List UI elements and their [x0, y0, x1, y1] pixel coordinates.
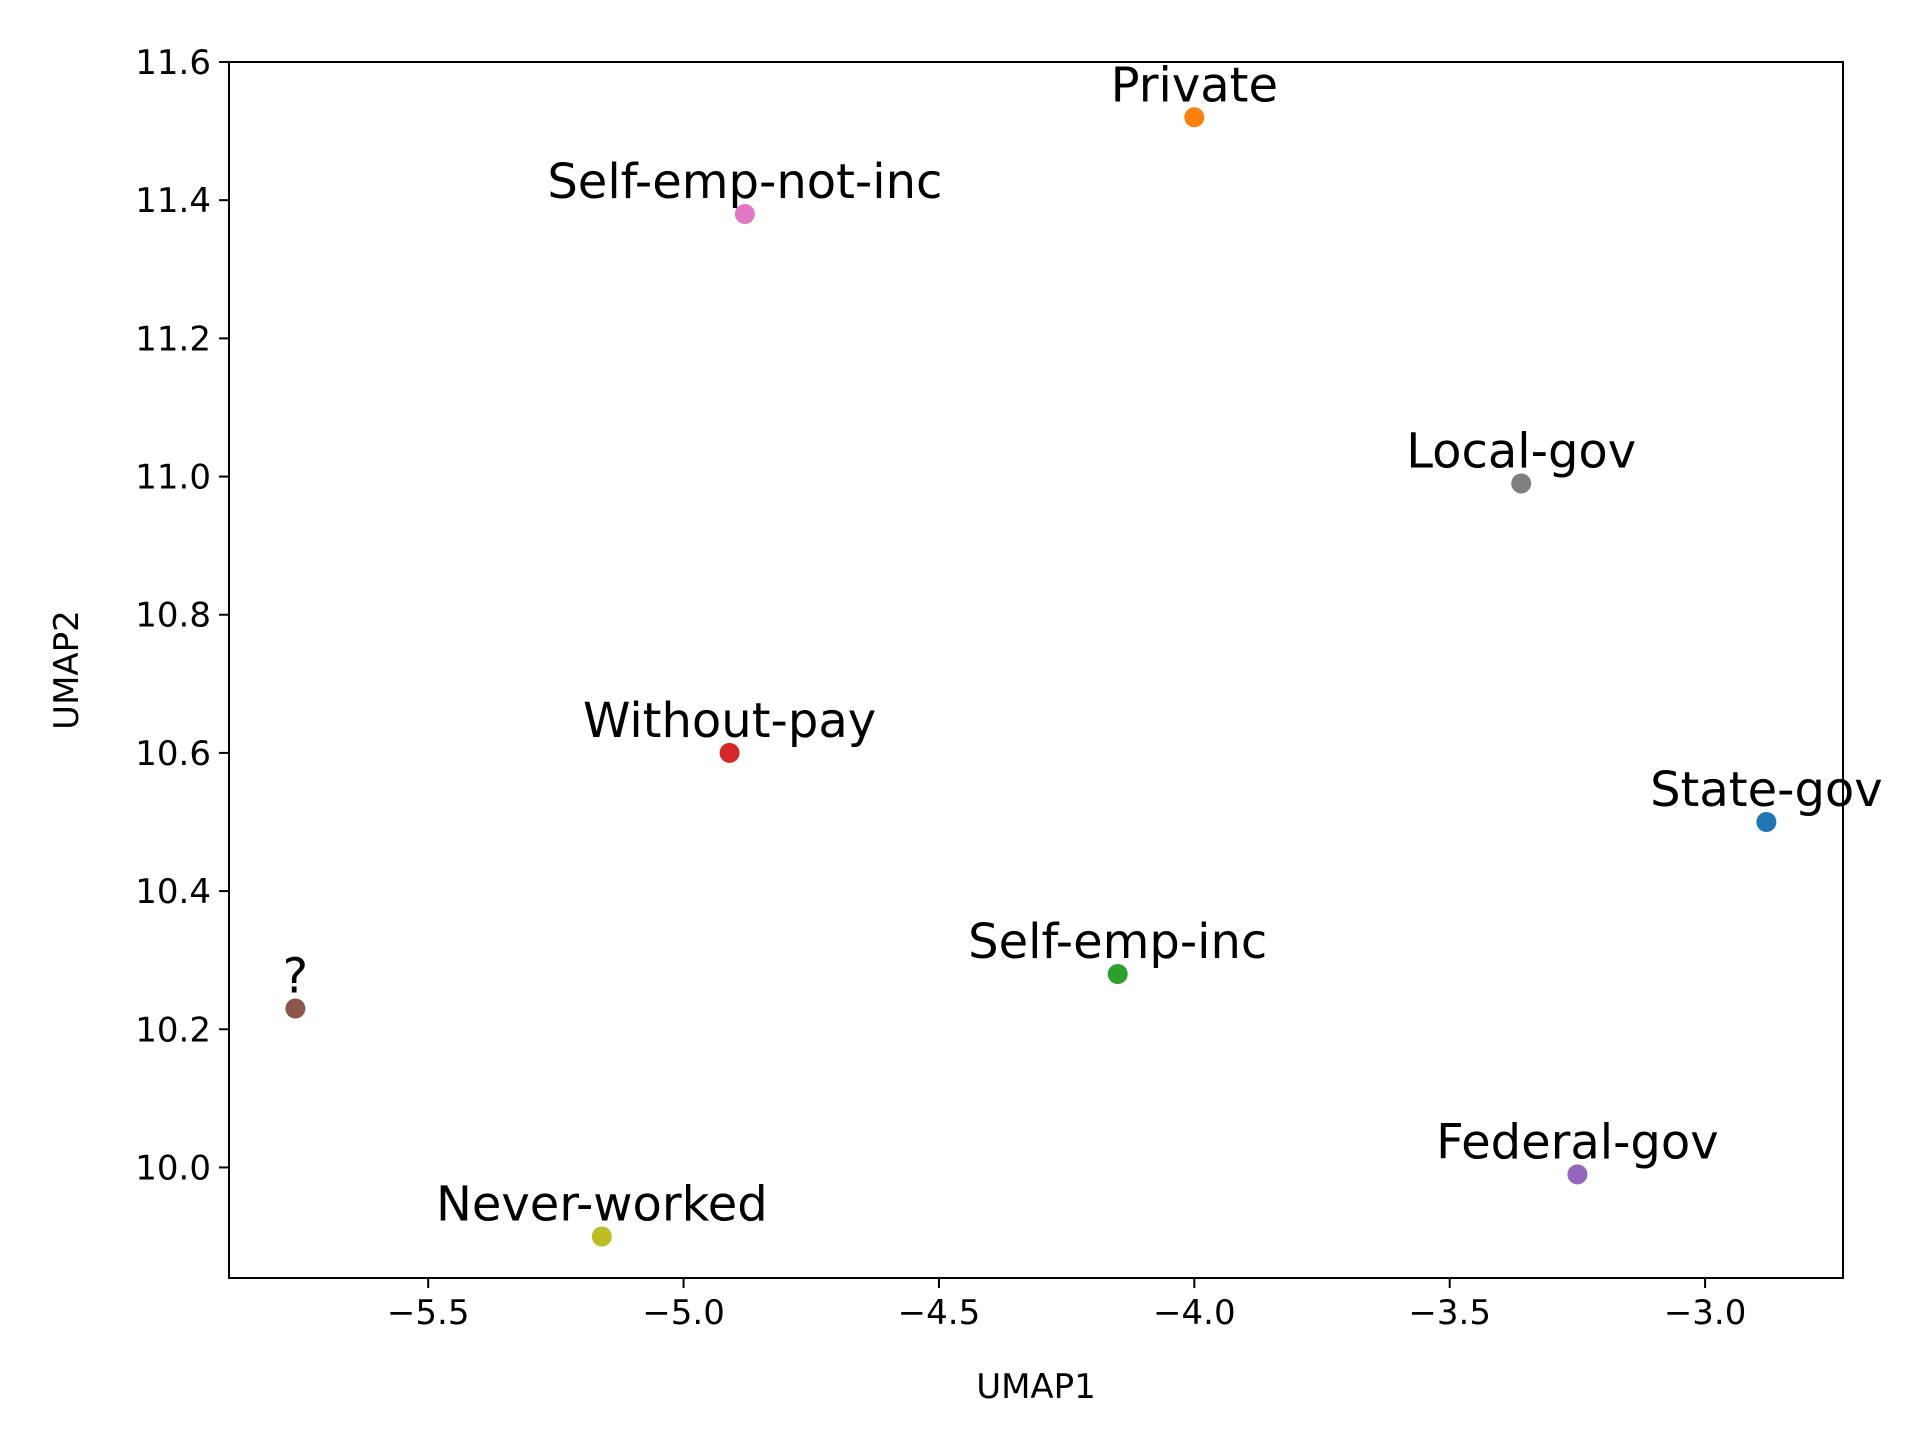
scatter-point	[1567, 1164, 1588, 1185]
point-label: ?	[283, 949, 308, 1005]
x-tick-label: −5.5	[387, 1293, 470, 1333]
x-tick-label: −4.0	[1153, 1293, 1236, 1333]
y-tick-label: 10.4	[135, 872, 211, 912]
y-tick-label: 10.8	[135, 596, 211, 636]
point-label: Private	[1111, 57, 1278, 113]
point-label: Never-worked	[436, 1177, 768, 1233]
y-axis-ticks: 10.0 10.2 10.4 10.6 10.8 11.0 11.2 11.4 11.6	[135, 43, 229, 1188]
scatter-point	[591, 1226, 612, 1247]
point-label: Self-emp-not-inc	[547, 154, 942, 210]
point-label: Self-emp-inc	[968, 914, 1267, 970]
scatter-point	[1184, 107, 1205, 128]
y-tick-label: 11.6	[135, 43, 211, 83]
scatter-point	[734, 204, 755, 224]
point-label: Federal-gov	[1436, 1114, 1719, 1170]
y-tick-label: 11.0	[135, 458, 211, 498]
point-label: State-gov	[1650, 762, 1883, 818]
x-axis-label: UMAP1	[976, 1367, 1096, 1407]
scatter-point	[1511, 473, 1532, 494]
x-tick-label: −3.5	[1408, 1293, 1491, 1333]
y-axis-label: UMAP2	[47, 610, 87, 730]
y-tick-label: 11.4	[135, 181, 211, 221]
axes-frame	[228, 61, 1844, 1279]
point-label: Without-pay	[583, 693, 876, 749]
point-label: Local-gov	[1406, 423, 1636, 479]
x-tick-label: −5.0	[642, 1293, 725, 1333]
y-tick-label: 10.0	[135, 1148, 211, 1188]
scatter-point	[719, 742, 740, 763]
y-tick-label: 10.2	[135, 1010, 211, 1050]
x-axis-ticks: −5.5 −5.0 −4.5 −4.0 −3.5 −3.0	[387, 1278, 1746, 1333]
x-tick-label: −4.5	[898, 1293, 981, 1333]
scatter-point	[1107, 964, 1128, 984]
y-tick-label: 10.6	[135, 734, 211, 774]
x-tick-label: −3.0	[1664, 1293, 1747, 1333]
scatter-point	[1756, 812, 1777, 832]
plot-area: State-gov Private Self-emp-inc Without-pay F…	[283, 57, 1883, 1247]
scatter-point	[285, 998, 306, 1019]
y-tick-label: 11.2	[135, 319, 211, 359]
